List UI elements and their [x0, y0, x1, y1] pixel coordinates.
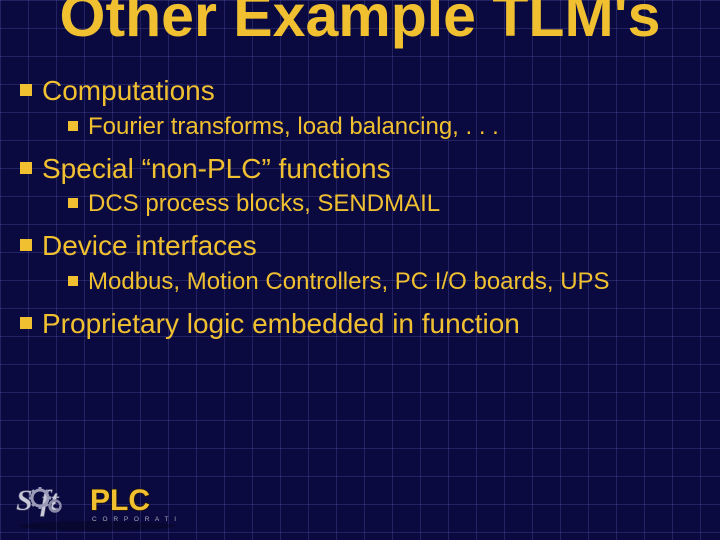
bullet-text: DCS process blocks, SENDMAIL [88, 189, 700, 219]
bullet-text: Computations [42, 74, 700, 108]
slide: Other Example TLM's Computations Fourier… [0, 0, 720, 540]
bullet-text: Device interfaces [42, 229, 700, 263]
square-bullet-icon [20, 317, 32, 329]
bullet-lvl2: Fourier transforms, load balancing, . . … [68, 112, 700, 142]
bullet-text: Proprietary logic embedded in function [42, 307, 700, 341]
bullet-text: Fourier transforms, load balancing, . . … [88, 112, 700, 142]
square-bullet-icon [68, 276, 78, 286]
bullet-lvl1: Proprietary logic embedded in function [20, 307, 700, 341]
square-bullet-icon [68, 121, 78, 131]
bullet-lvl2: Modbus, Motion Controllers, PC I/O board… [68, 267, 700, 297]
bullet-lvl1: Device interfaces [20, 229, 700, 263]
bullet-lvl1: Computations [20, 74, 700, 108]
softplc-logo: S ft PLC [12, 478, 182, 532]
bullet-lvl2: DCS process blocks, SENDMAIL [68, 189, 700, 219]
logo-tagline: C O R P O R A T I O N [92, 516, 182, 523]
square-bullet-icon [68, 198, 78, 208]
bullet-lvl1: Special “non-PLC” functions [20, 152, 700, 186]
bullet-text: Special “non-PLC” functions [42, 152, 700, 186]
square-bullet-icon [20, 162, 32, 174]
slide-title: Other Example TLM's [0, 0, 720, 46]
bullet-text: Modbus, Motion Controllers, PC I/O board… [88, 267, 700, 297]
logo-svg: S ft PLC [12, 478, 182, 532]
logo-plc-text: PLC [90, 484, 150, 517]
square-bullet-icon [20, 84, 32, 96]
square-bullet-icon [20, 239, 32, 251]
slide-content: Computations Fourier transforms, load ba… [20, 68, 700, 342]
